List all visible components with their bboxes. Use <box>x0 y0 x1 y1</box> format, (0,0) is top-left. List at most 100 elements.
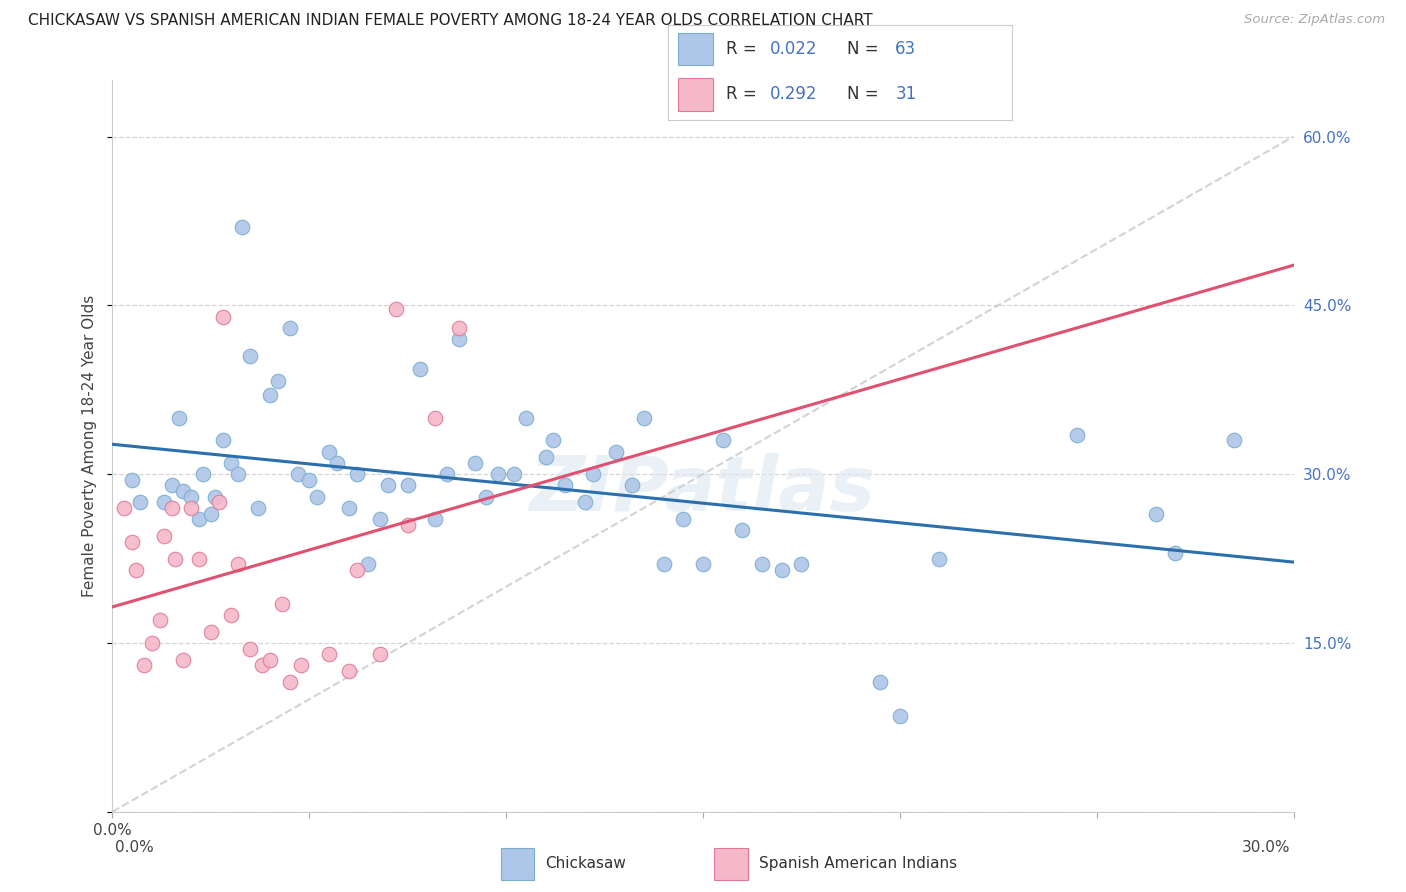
Text: 30.0%: 30.0% <box>1243 840 1291 855</box>
Point <box>211 434 233 448</box>
Point <box>515 410 537 425</box>
Point <box>259 388 281 402</box>
Point <box>129 495 152 509</box>
Point <box>574 495 596 509</box>
Point <box>543 434 565 448</box>
Bar <box>678 33 713 65</box>
Point <box>751 557 773 571</box>
Point <box>228 467 250 482</box>
Point <box>377 478 399 492</box>
Point <box>889 709 911 723</box>
Point <box>160 478 183 492</box>
Point <box>326 456 349 470</box>
Text: 31: 31 <box>896 85 917 103</box>
Text: R =: R = <box>727 85 762 103</box>
Point <box>928 551 950 566</box>
Point <box>278 321 301 335</box>
Point <box>267 374 290 388</box>
Point <box>770 563 793 577</box>
Point <box>191 467 214 482</box>
Point <box>152 529 174 543</box>
Point <box>125 563 148 577</box>
Point <box>172 653 194 667</box>
Point <box>464 456 486 470</box>
Point <box>121 473 143 487</box>
Point <box>270 597 292 611</box>
Point <box>149 614 172 628</box>
Text: Source: ZipAtlas.com: Source: ZipAtlas.com <box>1244 13 1385 27</box>
Point <box>1066 427 1088 442</box>
Point <box>605 444 627 458</box>
Point <box>731 524 754 538</box>
Point <box>425 410 447 425</box>
Text: N =: N = <box>846 40 884 58</box>
Text: Chickasaw: Chickasaw <box>546 855 627 871</box>
Point <box>633 410 655 425</box>
Point <box>582 467 605 482</box>
Text: 0.0%: 0.0% <box>115 840 155 855</box>
Point <box>1144 507 1167 521</box>
Bar <box>714 848 748 880</box>
Point <box>318 647 340 661</box>
Text: ZIPatlas: ZIPatlas <box>530 453 876 527</box>
Point <box>346 563 368 577</box>
Point <box>447 321 470 335</box>
Point <box>621 478 644 492</box>
Point <box>368 647 391 661</box>
Point <box>425 512 447 526</box>
Point <box>447 332 470 346</box>
Point <box>219 607 242 622</box>
Point <box>152 495 174 509</box>
Point <box>141 636 163 650</box>
Point <box>160 500 183 515</box>
Point <box>357 557 380 571</box>
Point <box>337 500 360 515</box>
Point <box>188 512 211 526</box>
Point <box>692 557 714 571</box>
Point <box>204 490 226 504</box>
Point <box>554 478 576 492</box>
Point <box>250 658 273 673</box>
Point <box>180 500 202 515</box>
Point <box>307 490 329 504</box>
Point <box>228 557 250 571</box>
Text: R =: R = <box>727 40 762 58</box>
Point <box>711 434 734 448</box>
Point <box>112 500 135 515</box>
Point <box>219 456 242 470</box>
Point <box>486 467 509 482</box>
Point <box>318 444 340 458</box>
Point <box>172 483 194 498</box>
Point <box>239 641 262 656</box>
Bar <box>501 848 534 880</box>
Text: 0.292: 0.292 <box>769 85 817 103</box>
Point <box>1223 434 1246 448</box>
Point <box>869 675 891 690</box>
Point <box>211 310 233 324</box>
Point <box>208 495 231 509</box>
Point <box>534 450 557 465</box>
Point <box>503 467 526 482</box>
Point <box>200 624 222 639</box>
Point <box>436 467 458 482</box>
Point <box>132 658 155 673</box>
Text: 63: 63 <box>896 40 917 58</box>
Point <box>790 557 813 571</box>
Point <box>169 410 191 425</box>
Text: CHICKASAW VS SPANISH AMERICAN INDIAN FEMALE POVERTY AMONG 18-24 YEAR OLDS CORREL: CHICKASAW VS SPANISH AMERICAN INDIAN FEM… <box>28 13 873 29</box>
Point <box>200 507 222 521</box>
Point <box>121 534 143 549</box>
Point <box>337 664 360 678</box>
Point <box>239 349 262 363</box>
Point <box>346 467 368 482</box>
Point <box>368 512 391 526</box>
Bar <box>678 78 713 111</box>
Point <box>231 219 253 234</box>
Point <box>408 362 430 376</box>
Point <box>385 301 408 316</box>
Text: N =: N = <box>846 85 884 103</box>
Point <box>247 500 270 515</box>
Point <box>396 478 419 492</box>
Point <box>672 512 695 526</box>
Point <box>259 653 281 667</box>
